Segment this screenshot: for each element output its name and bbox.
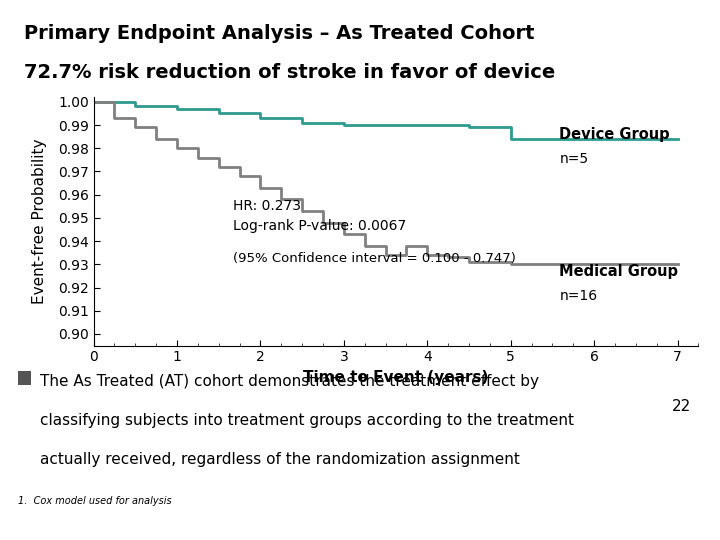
Text: Medical Group: Medical Group [559, 264, 678, 279]
Text: ♀: ♀ [649, 9, 661, 26]
Text: 72.7% risk reduction of stroke in favor of device: 72.7% risk reduction of stroke in favor … [24, 63, 555, 82]
Text: 1.  Cox model used for analysis: 1. Cox model used for analysis [18, 496, 171, 506]
X-axis label: Time to Event (years): Time to Event (years) [303, 370, 489, 385]
Text: Log-rank P-value: 0.0067: Log-rank P-value: 0.0067 [233, 219, 406, 233]
Text: actually received, regardless of the randomization assignment: actually received, regardless of the ran… [40, 453, 519, 467]
Text: RESPECT: RESPECT [624, 37, 686, 50]
Text: Device Group: Device Group [559, 127, 670, 142]
Text: classifying subjects into treatment groups according to the treatment: classifying subjects into treatment grou… [40, 413, 574, 428]
Text: (95% Confidence interval = 0.100 - 0.747): (95% Confidence interval = 0.100 - 0.747… [233, 252, 516, 265]
Text: HR: 0.273: HR: 0.273 [233, 199, 301, 213]
Text: The As Treated (AT) cohort demonstrates the treatment effect by: The As Treated (AT) cohort demonstrates … [40, 374, 539, 389]
FancyBboxPatch shape [18, 371, 31, 385]
Text: CLINICAL TRIAL: CLINICAL TRIAL [626, 69, 685, 77]
Text: 22: 22 [672, 399, 691, 414]
Text: Primary Endpoint Analysis – As Treated Cohort: Primary Endpoint Analysis – As Treated C… [24, 24, 534, 43]
Y-axis label: Event-free Probability: Event-free Probability [32, 139, 47, 304]
Text: n=5: n=5 [559, 152, 588, 166]
Text: n=16: n=16 [559, 289, 598, 303]
